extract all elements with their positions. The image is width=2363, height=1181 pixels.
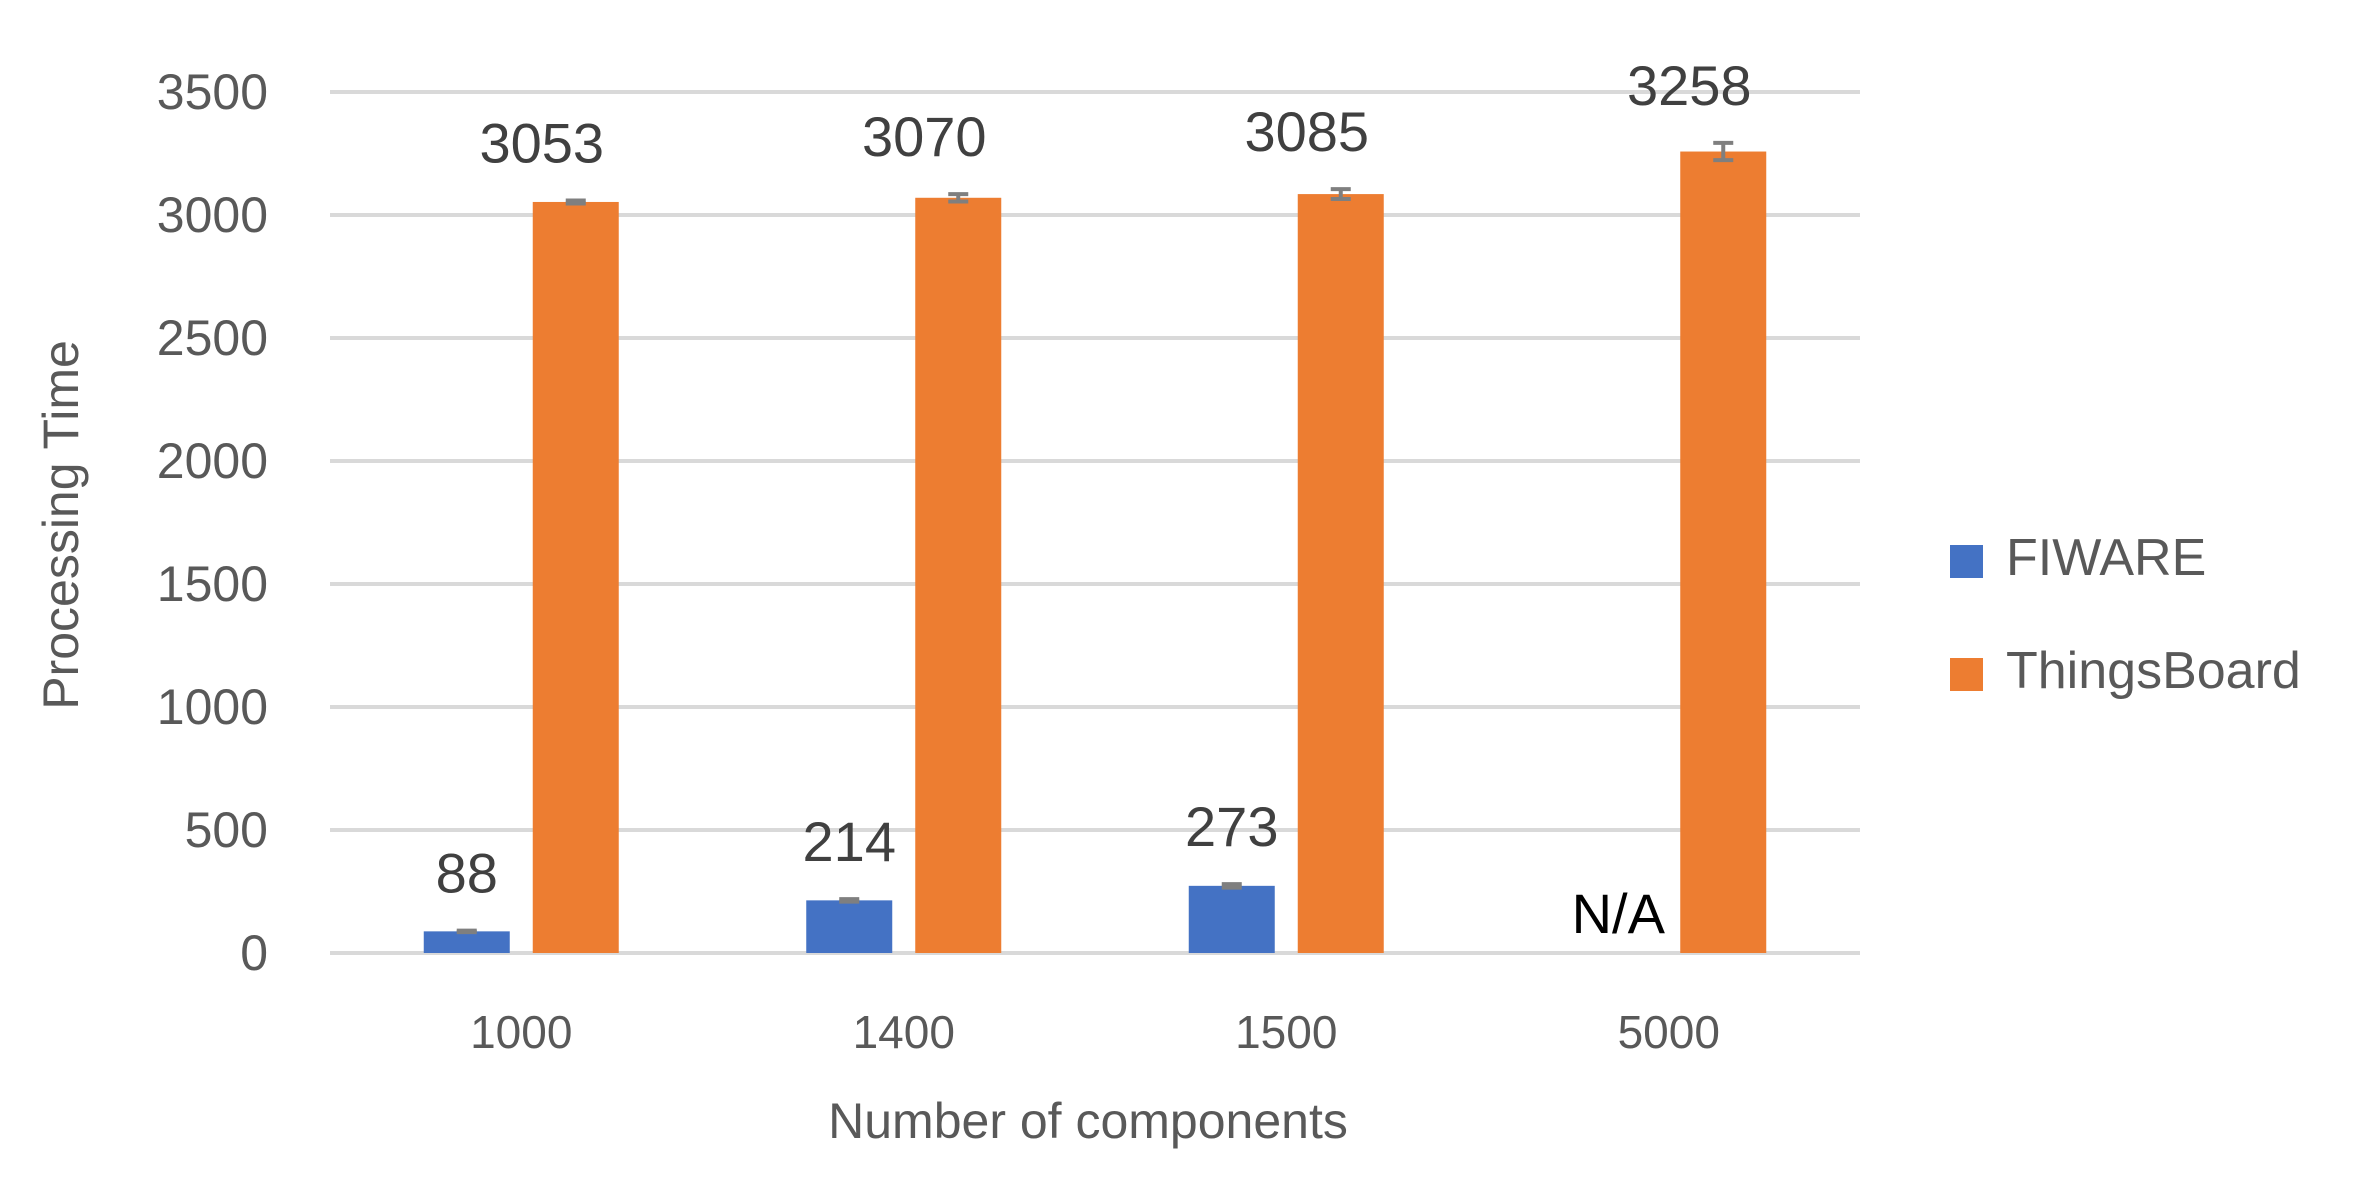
x-tick-label: 1400 — [853, 1006, 955, 1058]
y-axis-title: Processing Time — [33, 340, 89, 710]
bars — [424, 152, 1767, 953]
data-label: 3053 — [479, 111, 604, 174]
bar-fiware-1000 — [424, 931, 510, 953]
x-axis-title: Number of components — [828, 1093, 1348, 1149]
bar-fiware-1400 — [806, 900, 892, 953]
y-tick-label: 2500 — [157, 310, 268, 366]
y-tick-label: 1000 — [157, 679, 268, 735]
x-tick-label: 5000 — [1618, 1006, 1720, 1058]
legend: FIWARE ThingsBoard — [1950, 529, 2301, 700]
y-tick-label: 2000 — [157, 433, 268, 489]
y-axis-ticks: 0 500 1000 1500 2000 2500 3000 3500 — [157, 64, 268, 981]
data-label: 3085 — [1244, 100, 1369, 163]
data-label: 273 — [1185, 795, 1278, 858]
legend-swatch-thingsboard — [1950, 658, 1983, 691]
bar-fiware-1500 — [1189, 886, 1275, 953]
legend-swatch-fiware — [1950, 545, 1983, 578]
x-tick-label: 1000 — [470, 1006, 572, 1058]
bar-thingsboard-5000 — [1680, 152, 1766, 953]
bar-thingsboard-1500 — [1298, 194, 1384, 953]
legend-label-fiware: FIWARE — [2006, 529, 2206, 587]
x-axis-ticks: 1000 1400 1500 5000 — [470, 1006, 1720, 1058]
data-label: 88 — [436, 842, 498, 905]
y-tick-label: 3000 — [157, 187, 268, 243]
y-tick-label: 500 — [185, 802, 268, 858]
error-bars — [457, 143, 1734, 932]
data-label: 214 — [803, 810, 896, 873]
legend-label-thingsboard: ThingsBoard — [2006, 642, 2301, 700]
bar-thingsboard-1000 — [533, 202, 619, 953]
data-label: 3070 — [862, 105, 987, 168]
y-tick-label: 3500 — [157, 64, 268, 120]
y-tick-label: 0 — [240, 925, 268, 981]
x-tick-label: 1500 — [1235, 1006, 1337, 1058]
data-label: 3258 — [1627, 54, 1752, 117]
y-tick-label: 1500 — [157, 556, 268, 612]
data-labels: 88 3053 214 3070 273 3085 N/A 3258 — [436, 54, 1752, 945]
data-label-na: N/A — [1572, 882, 1666, 945]
bar-thingsboard-1400 — [915, 198, 1001, 953]
